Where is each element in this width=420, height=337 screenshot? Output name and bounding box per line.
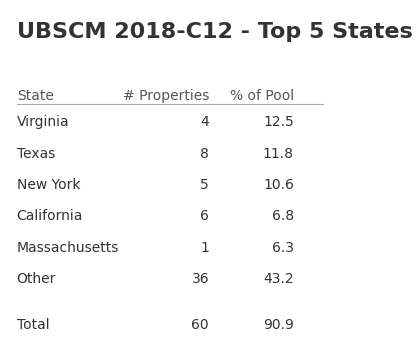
Text: Other: Other xyxy=(17,272,56,286)
Text: Virginia: Virginia xyxy=(17,115,69,129)
Text: 60: 60 xyxy=(192,318,209,332)
Text: New York: New York xyxy=(17,178,80,192)
Text: 5: 5 xyxy=(200,178,209,192)
Text: 10.6: 10.6 xyxy=(263,178,294,192)
Text: 6: 6 xyxy=(200,209,209,223)
Text: Massachusetts: Massachusetts xyxy=(17,241,119,255)
Text: Total: Total xyxy=(17,318,50,332)
Text: 8: 8 xyxy=(200,147,209,161)
Text: 43.2: 43.2 xyxy=(263,272,294,286)
Text: California: California xyxy=(17,209,83,223)
Text: UBSCM 2018-C12 - Top 5 States: UBSCM 2018-C12 - Top 5 States xyxy=(17,22,412,41)
Text: Texas: Texas xyxy=(17,147,55,161)
Text: 1: 1 xyxy=(200,241,209,255)
Text: 6.3: 6.3 xyxy=(272,241,294,255)
Text: % of Pool: % of Pool xyxy=(230,89,294,103)
Text: 6.8: 6.8 xyxy=(272,209,294,223)
Text: 11.8: 11.8 xyxy=(263,147,294,161)
Text: State: State xyxy=(17,89,54,103)
Text: # Properties: # Properties xyxy=(123,89,209,103)
Text: 12.5: 12.5 xyxy=(263,115,294,129)
Text: 90.9: 90.9 xyxy=(263,318,294,332)
Text: 4: 4 xyxy=(200,115,209,129)
Text: 36: 36 xyxy=(192,272,209,286)
